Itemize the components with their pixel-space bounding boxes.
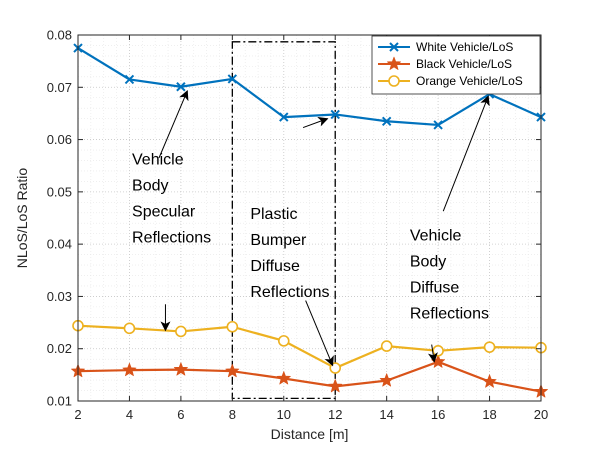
- data-point: [328, 379, 343, 393]
- annotation-line: Reflections: [132, 230, 211, 247]
- annotation-3: Vehicle Body Diffuse Reflections: [410, 95, 490, 363]
- x-tick-label: 14: [379, 407, 393, 422]
- data-point: [482, 374, 497, 388]
- annotation-line: Diffuse: [250, 258, 300, 275]
- axes-box: [77, 34, 542, 402]
- annotation-line: Bumper: [250, 232, 307, 249]
- series-line: [77, 47, 542, 127]
- series-line: [77, 360, 542, 393]
- x-marker-stroke: [227, 74, 238, 84]
- x-tick-label: 10: [277, 407, 291, 422]
- x-tick-label: 20: [534, 407, 548, 422]
- annotation-arrow: [442, 95, 490, 212]
- series-line: [77, 324, 542, 370]
- data-point: [379, 373, 394, 387]
- y-tick-label: 0.05: [47, 184, 72, 199]
- legend: White Vehicle/LoS Black Vehicle/LoS Orange…: [371, 35, 541, 95]
- annotation-line: Specular: [132, 204, 196, 221]
- data-point: [122, 362, 137, 377]
- data-point: [173, 362, 188, 376]
- data-point: [433, 120, 443, 130]
- y-tick-label: 0.02: [47, 341, 72, 356]
- x-tick-label: 4: [126, 407, 133, 422]
- x-tick-label: 18: [482, 407, 496, 422]
- annotation-line: Vehicle: [132, 152, 184, 169]
- annotation-arrow: [427, 344, 438, 363]
- data-point: [124, 74, 135, 85]
- legend-label: White Vehicle/LoS: [416, 40, 513, 54]
- annotation-arrow: [158, 90, 189, 159]
- data-point: [225, 363, 240, 378]
- annotation-line: Body: [132, 178, 168, 195]
- data-point: [123, 322, 136, 335]
- annotation-text: Vehicle Body Specular Reflections: [132, 152, 211, 247]
- annotation-text: Vehicle Body Diffuse Reflections: [410, 227, 489, 322]
- highlight-box-layer: [231, 41, 336, 400]
- y-tick-label: 0.08: [47, 28, 72, 43]
- series-3: [72, 319, 547, 374]
- x-marker-stroke: [381, 116, 392, 126]
- x-tick-label: 6: [177, 407, 184, 422]
- data-point: [330, 109, 340, 120]
- annotation-2: Plastic Bumper Diffuse Reflections: [250, 117, 334, 367]
- annotation-line: Vehicle: [410, 227, 462, 244]
- legend-entry-2: Black Vehicle/LoS: [378, 56, 512, 71]
- y-tick-label: 0.06: [47, 132, 72, 147]
- legend-label: Orange Vehicle/LoS: [416, 74, 523, 88]
- annotation-arrow: [302, 117, 329, 129]
- x-tick-label: 12: [328, 407, 342, 422]
- y-tick-label: 0.01: [47, 394, 72, 409]
- data-point: [227, 74, 238, 84]
- x-marker-stroke: [389, 42, 399, 52]
- x-marker-stroke: [176, 82, 186, 92]
- legend-entry-3: Orange Vehicle/LoS: [378, 74, 523, 88]
- x-tick-label: 2: [74, 407, 81, 422]
- annotation-arrow: [305, 300, 334, 367]
- data-point: [277, 335, 290, 347]
- legend-entry-1: White Vehicle/LoS: [378, 40, 513, 54]
- y-axis-label: NLoS/LoS Ratio: [14, 168, 30, 269]
- y-tick-label: 0.03: [47, 289, 72, 304]
- annotation-1: Vehicle Body Specular Reflections: [132, 90, 211, 332]
- x-marker-stroke: [279, 112, 289, 122]
- annotation-line: Reflections: [410, 305, 489, 322]
- legend-marker: [387, 56, 401, 70]
- data-point: [380, 340, 393, 352]
- annotation-text: Plastic Bumper Diffuse Reflections: [250, 206, 329, 301]
- data-point: [276, 371, 291, 385]
- data-point: [329, 362, 342, 374]
- axes: 2 4 6 8 10 12 14 16 18 20 0.01 0.02 0.03 0.04 0.05 0.06…: [14, 28, 548, 443]
- y-tick-label: 0.04: [47, 237, 72, 252]
- x-marker-stroke: [330, 109, 340, 120]
- highlight-box: [231, 41, 336, 400]
- annotation-line: Reflections: [250, 284, 329, 301]
- annotation-line: Plastic: [250, 206, 297, 223]
- x-axis-label: Distance [m]: [271, 426, 349, 442]
- data-point: [483, 341, 496, 353]
- x-marker-stroke: [433, 120, 443, 130]
- x-marker-stroke: [124, 74, 135, 85]
- data-point: [279, 112, 289, 122]
- data-point: [226, 320, 239, 333]
- y-tick-label: 0.07: [47, 80, 72, 95]
- legend-label: Black Vehicle/LoS: [416, 57, 512, 71]
- legend-marker: [389, 42, 399, 52]
- annotation-line: Diffuse: [410, 279, 460, 296]
- data-point: [381, 116, 392, 126]
- data-point: [176, 82, 186, 92]
- legend-marker: [388, 75, 400, 87]
- data-point: [432, 345, 444, 357]
- x-tick-label: 8: [229, 407, 236, 422]
- series-layer: [71, 43, 548, 398]
- data-point: [175, 325, 187, 338]
- x-tick-label: 16: [431, 407, 445, 422]
- annotation-line: Body: [410, 253, 446, 270]
- annotations: Vehicle Body Specular Reflections Plastic Bum…: [132, 90, 490, 367]
